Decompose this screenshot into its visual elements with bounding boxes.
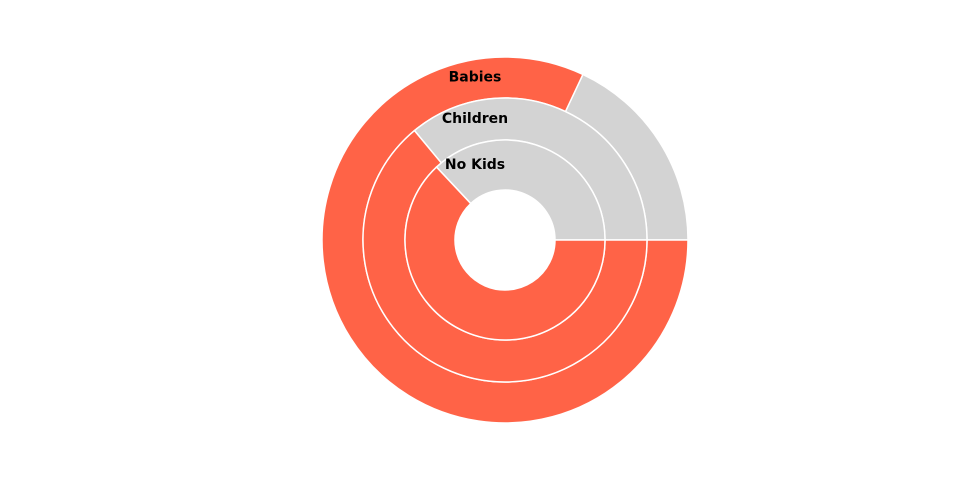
- ring-label: No Kids: [445, 157, 505, 173]
- ring-label: Children: [442, 111, 508, 127]
- chart-title: and not safer: [437, 0, 573, 4]
- donut-wedge: [404, 166, 606, 341]
- ring-label: Babies: [449, 70, 502, 86]
- donut-wedge: [435, 139, 606, 241]
